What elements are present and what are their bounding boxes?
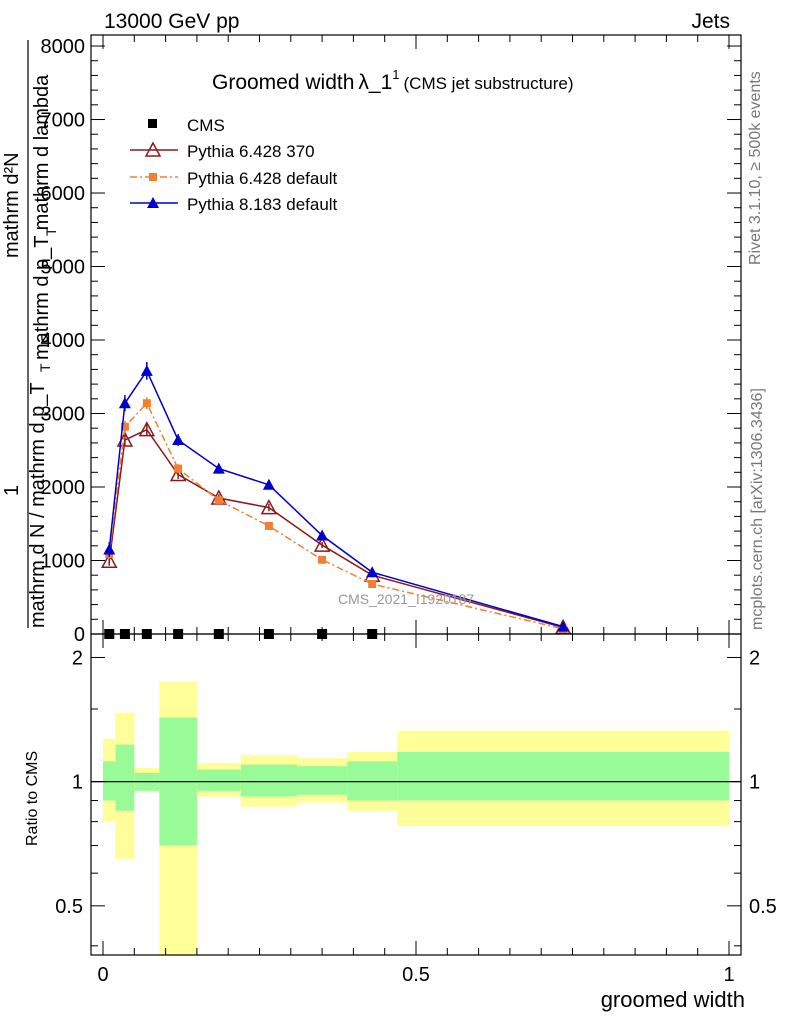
- py6-370-point-0: [101, 552, 118, 568]
- title-sup: 1: [392, 67, 399, 82]
- ratio-band-inner-7: [347, 761, 398, 801]
- legend-cms-label: CMS: [187, 116, 225, 135]
- py6-default-point-5: [264, 521, 273, 530]
- legend-py6-370-label: Pythia 6.428 370: [187, 142, 315, 161]
- header-process: 13000 GeV pp: [104, 10, 239, 33]
- ratio-ytick-label-left-2: 2: [72, 647, 83, 669]
- py8-default-point-3: [172, 433, 185, 445]
- py6-370-point-5: [260, 499, 278, 515]
- main-ytick-label-7: 7000: [41, 110, 86, 132]
- py6-370-line: [108, 428, 564, 629]
- main-ytick-label-0: 0: [74, 624, 85, 646]
- py8-default-point-5: [262, 478, 275, 490]
- ratio-panel-bands: [91, 681, 741, 955]
- py8-default-line: [108, 369, 564, 628]
- py8-default-point-0: [103, 543, 116, 555]
- ylabel-bot: mathrm d N / mathrm d p_T: [27, 382, 49, 628]
- title-main: Groomed width: [212, 71, 354, 94]
- main-ytick-label-5: 5000: [41, 257, 86, 279]
- ratio-ytick-label-left-0: 0.5: [55, 896, 83, 918]
- rivet-label: Rivet 3.1.10, ≥ 500k events: [747, 71, 764, 265]
- ratio-ytick-label-left-1: 1: [72, 772, 83, 794]
- py6-default-point-2: [142, 399, 151, 408]
- legend: CMS Pythia 6.428 370 Pythia 6.428 defaul…: [130, 116, 338, 214]
- chart-title: Groomed width λ_11 (CMS jet substructure): [212, 67, 574, 94]
- mcplots-label: mcplots.cern.ch [arXiv:1306.3436]: [749, 388, 766, 630]
- main-ytick-label-8: 8000: [41, 36, 86, 58]
- py8-default-point-6: [316, 529, 329, 541]
- ratio-xtick-label-0: 0: [97, 964, 108, 986]
- legend-py6-370-marker: [144, 141, 162, 157]
- title-lambda: λ_1: [358, 71, 392, 94]
- ratio-band-inner-0: [103, 761, 116, 801]
- py8-default-point-7: [366, 566, 379, 578]
- ratio-xlabel: groomed width: [601, 987, 745, 1012]
- legend-py6-default-label: Pythia 6.428 default: [187, 169, 338, 188]
- py8-default-point-8: [557, 620, 570, 632]
- py6-default-line: [108, 401, 564, 630]
- py6-370-point-2: [138, 421, 156, 437]
- ylabel-t: T: [43, 227, 59, 236]
- py6-default-point-1: [120, 422, 129, 431]
- ratio-band-inner-6: [297, 766, 348, 795]
- py6-default-point-3: [174, 464, 183, 473]
- ratio-xtick-label-1: 0.5: [402, 964, 430, 986]
- py6-default-point-6: [318, 555, 327, 564]
- ratio-ytick-label-right-0: 0.5: [749, 896, 777, 918]
- ylabel-one: 1: [1, 485, 23, 496]
- ylabel-top: mathrm d²N: [1, 152, 23, 258]
- title-sub: (CMS jet substructure): [404, 74, 574, 93]
- legend-py6-default-marker: [149, 173, 157, 181]
- main-ytick-label-1: 1000: [41, 551, 86, 573]
- py8-default-point-2: [140, 364, 153, 376]
- legend-py8-default-label: Pythia 8.183 default: [187, 195, 338, 214]
- ratio-band-inner-5: [240, 764, 298, 797]
- py6-370-point-3: [169, 465, 187, 482]
- main-ytick-label-3: 3000: [41, 404, 86, 426]
- ratio-band-inner-8: [397, 752, 729, 801]
- ratio-band-inner-4: [196, 769, 241, 791]
- header-category: Jets: [691, 10, 730, 33]
- analysis-watermark: CMS_2021_I1920187: [338, 591, 474, 607]
- ylabel-bot-t: T: [37, 363, 53, 372]
- main-ytick-label-6: 6000: [41, 183, 86, 205]
- legend-cms-marker: [148, 119, 157, 128]
- ratio-ytick-label-right-1: 1: [749, 772, 760, 794]
- main-ytick-label-2: 2000: [41, 477, 86, 499]
- main-panel-content: [101, 362, 572, 639]
- py6-default-point-7: [368, 580, 377, 589]
- ratio-xtick-label-2: 1: [723, 964, 734, 986]
- ratio-band-inner-1: [115, 744, 135, 811]
- axes: 0 1000 2000 3000 4000 5000 6000 7000 8000 0 0.5 1 0.…: [41, 34, 777, 986]
- py8-default-point-1: [118, 397, 131, 409]
- ylabel-mid: mathrm d p_T mathrm d lambda: [31, 74, 53, 360]
- ratio-ytick-label-right-2: 2: [749, 647, 760, 669]
- py8-default-point-4: [212, 462, 225, 474]
- main-ytick-label-4: 4000: [41, 330, 86, 352]
- py6-default-point-4: [214, 496, 223, 505]
- legend-py8-default-marker: [147, 197, 159, 208]
- ratio-ylabel: Ratio to CMS: [24, 751, 41, 846]
- py6-370-point-6: [313, 536, 331, 552]
